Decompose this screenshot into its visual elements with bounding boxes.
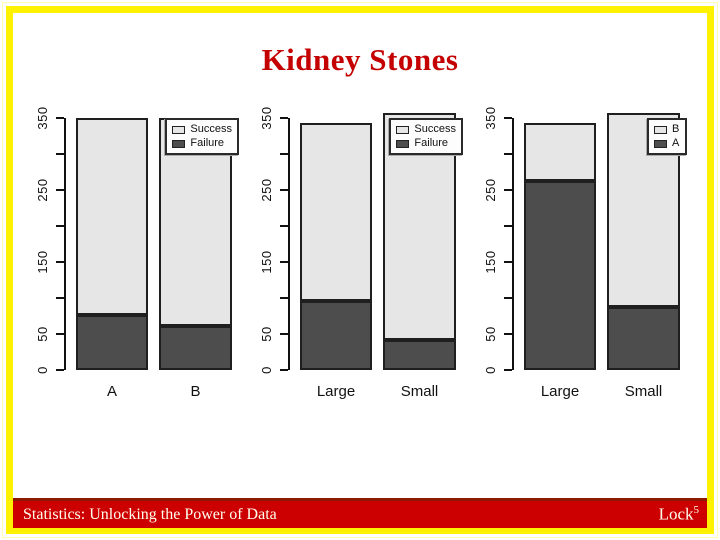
legend-swatch-light — [654, 125, 667, 134]
slide-border — [6, 6, 714, 534]
y-tick-label: 150 — [483, 250, 498, 274]
bar-segment-success — [300, 123, 372, 301]
y-tick — [56, 297, 64, 299]
y-tick — [280, 369, 288, 371]
footer-bar: Statistics: Unlocking the Power of Data … — [13, 498, 707, 528]
legend-item: Failure — [172, 138, 232, 149]
legend-label: Failure — [190, 137, 225, 149]
legend-swatch-dark — [172, 139, 186, 148]
footer-course-text: Statistics: Unlocking the Power of Data — [23, 505, 277, 523]
bar-segment-success — [76, 118, 148, 315]
bar-segment-a — [524, 180, 596, 370]
y-tick — [56, 189, 64, 191]
y-axis — [512, 118, 514, 370]
y-axis — [64, 118, 66, 370]
legend-label: B — [672, 123, 680, 135]
category-label: Large — [540, 383, 580, 400]
y-tick-label: 50 — [35, 326, 50, 342]
y-tick-label: 350 — [483, 106, 498, 130]
chart-1: 0 50 150 250 350 A B Success Failure — [27, 95, 249, 415]
legend-swatch-dark — [396, 139, 410, 148]
legend: Success Failure — [389, 118, 463, 155]
legend-label: Failure — [414, 137, 449, 149]
y-tick — [280, 225, 288, 227]
legend-swatch-dark — [654, 139, 667, 148]
y-tick — [280, 261, 288, 263]
y-tick — [56, 369, 64, 371]
y-tick — [56, 225, 64, 227]
legend-item: A — [654, 138, 680, 149]
category-label: A — [106, 383, 117, 400]
legend-label: A — [672, 137, 680, 149]
category-label: Small — [624, 383, 663, 400]
y-tick — [280, 333, 288, 335]
y-tick-label: 0 — [483, 366, 498, 374]
y-tick-label: 350 — [259, 106, 274, 130]
y-tick-label: 150 — [35, 250, 50, 274]
category-label: Small — [400, 383, 439, 400]
y-tick-label: 250 — [483, 178, 498, 202]
bar-segment-failure — [300, 300, 372, 370]
y-tick — [504, 333, 512, 335]
y-tick — [504, 369, 512, 371]
y-tick — [504, 261, 512, 263]
y-tick-label: 0 — [259, 366, 274, 374]
legend-label: Success — [190, 123, 232, 135]
footer-attribution-superscript: 5 — [693, 504, 700, 517]
bar-segment-failure — [383, 339, 456, 370]
chart-2: 0 50 150 250 350 Large Small Success Failure — [251, 95, 473, 415]
legend-item: B — [654, 124, 680, 135]
y-axis — [288, 118, 290, 370]
legend-item: Success — [396, 124, 456, 135]
chart-3: 0 50 150 250 350 Large Small B A — [475, 95, 697, 415]
y-tick — [56, 117, 64, 119]
y-tick — [504, 189, 512, 191]
y-tick-label: 250 — [259, 178, 274, 202]
bar-segment-failure — [76, 314, 148, 370]
legend-label: Success — [414, 123, 456, 135]
y-tick — [504, 297, 512, 299]
legend-swatch-light — [396, 125, 410, 134]
legend-item: Failure — [396, 138, 456, 149]
y-tick — [56, 153, 64, 155]
y-tick — [56, 333, 64, 335]
legend-item: Success — [172, 124, 232, 135]
bar-segment-b — [524, 123, 596, 181]
y-tick — [280, 117, 288, 119]
y-tick-label: 50 — [483, 326, 498, 342]
y-tick-label: 350 — [35, 106, 50, 130]
footer-attribution-name: Lock — [658, 504, 694, 524]
legend: Success Failure — [165, 118, 239, 155]
y-tick-label: 0 — [35, 366, 50, 374]
category-label: B — [190, 383, 201, 400]
y-tick — [280, 297, 288, 299]
bar-segment-a — [607, 307, 680, 370]
footer-attribution: Lock5 — [659, 504, 699, 525]
y-tick — [280, 153, 288, 155]
y-tick — [504, 153, 512, 155]
y-tick-label: 150 — [259, 250, 274, 274]
y-tick-label: 50 — [259, 326, 274, 342]
bar-segment-failure — [159, 326, 232, 370]
legend-swatch-light — [172, 125, 186, 134]
category-label: Large — [316, 383, 356, 400]
y-tick — [504, 117, 512, 119]
y-tick — [504, 225, 512, 227]
y-tick — [56, 261, 64, 263]
y-tick-label: 250 — [35, 178, 50, 202]
y-tick — [280, 189, 288, 191]
slide-title: Kidney Stones — [261, 42, 459, 77]
charts-row: 0 50 150 250 350 A B Success Failure 0 50 150 250 350… — [27, 95, 697, 415]
